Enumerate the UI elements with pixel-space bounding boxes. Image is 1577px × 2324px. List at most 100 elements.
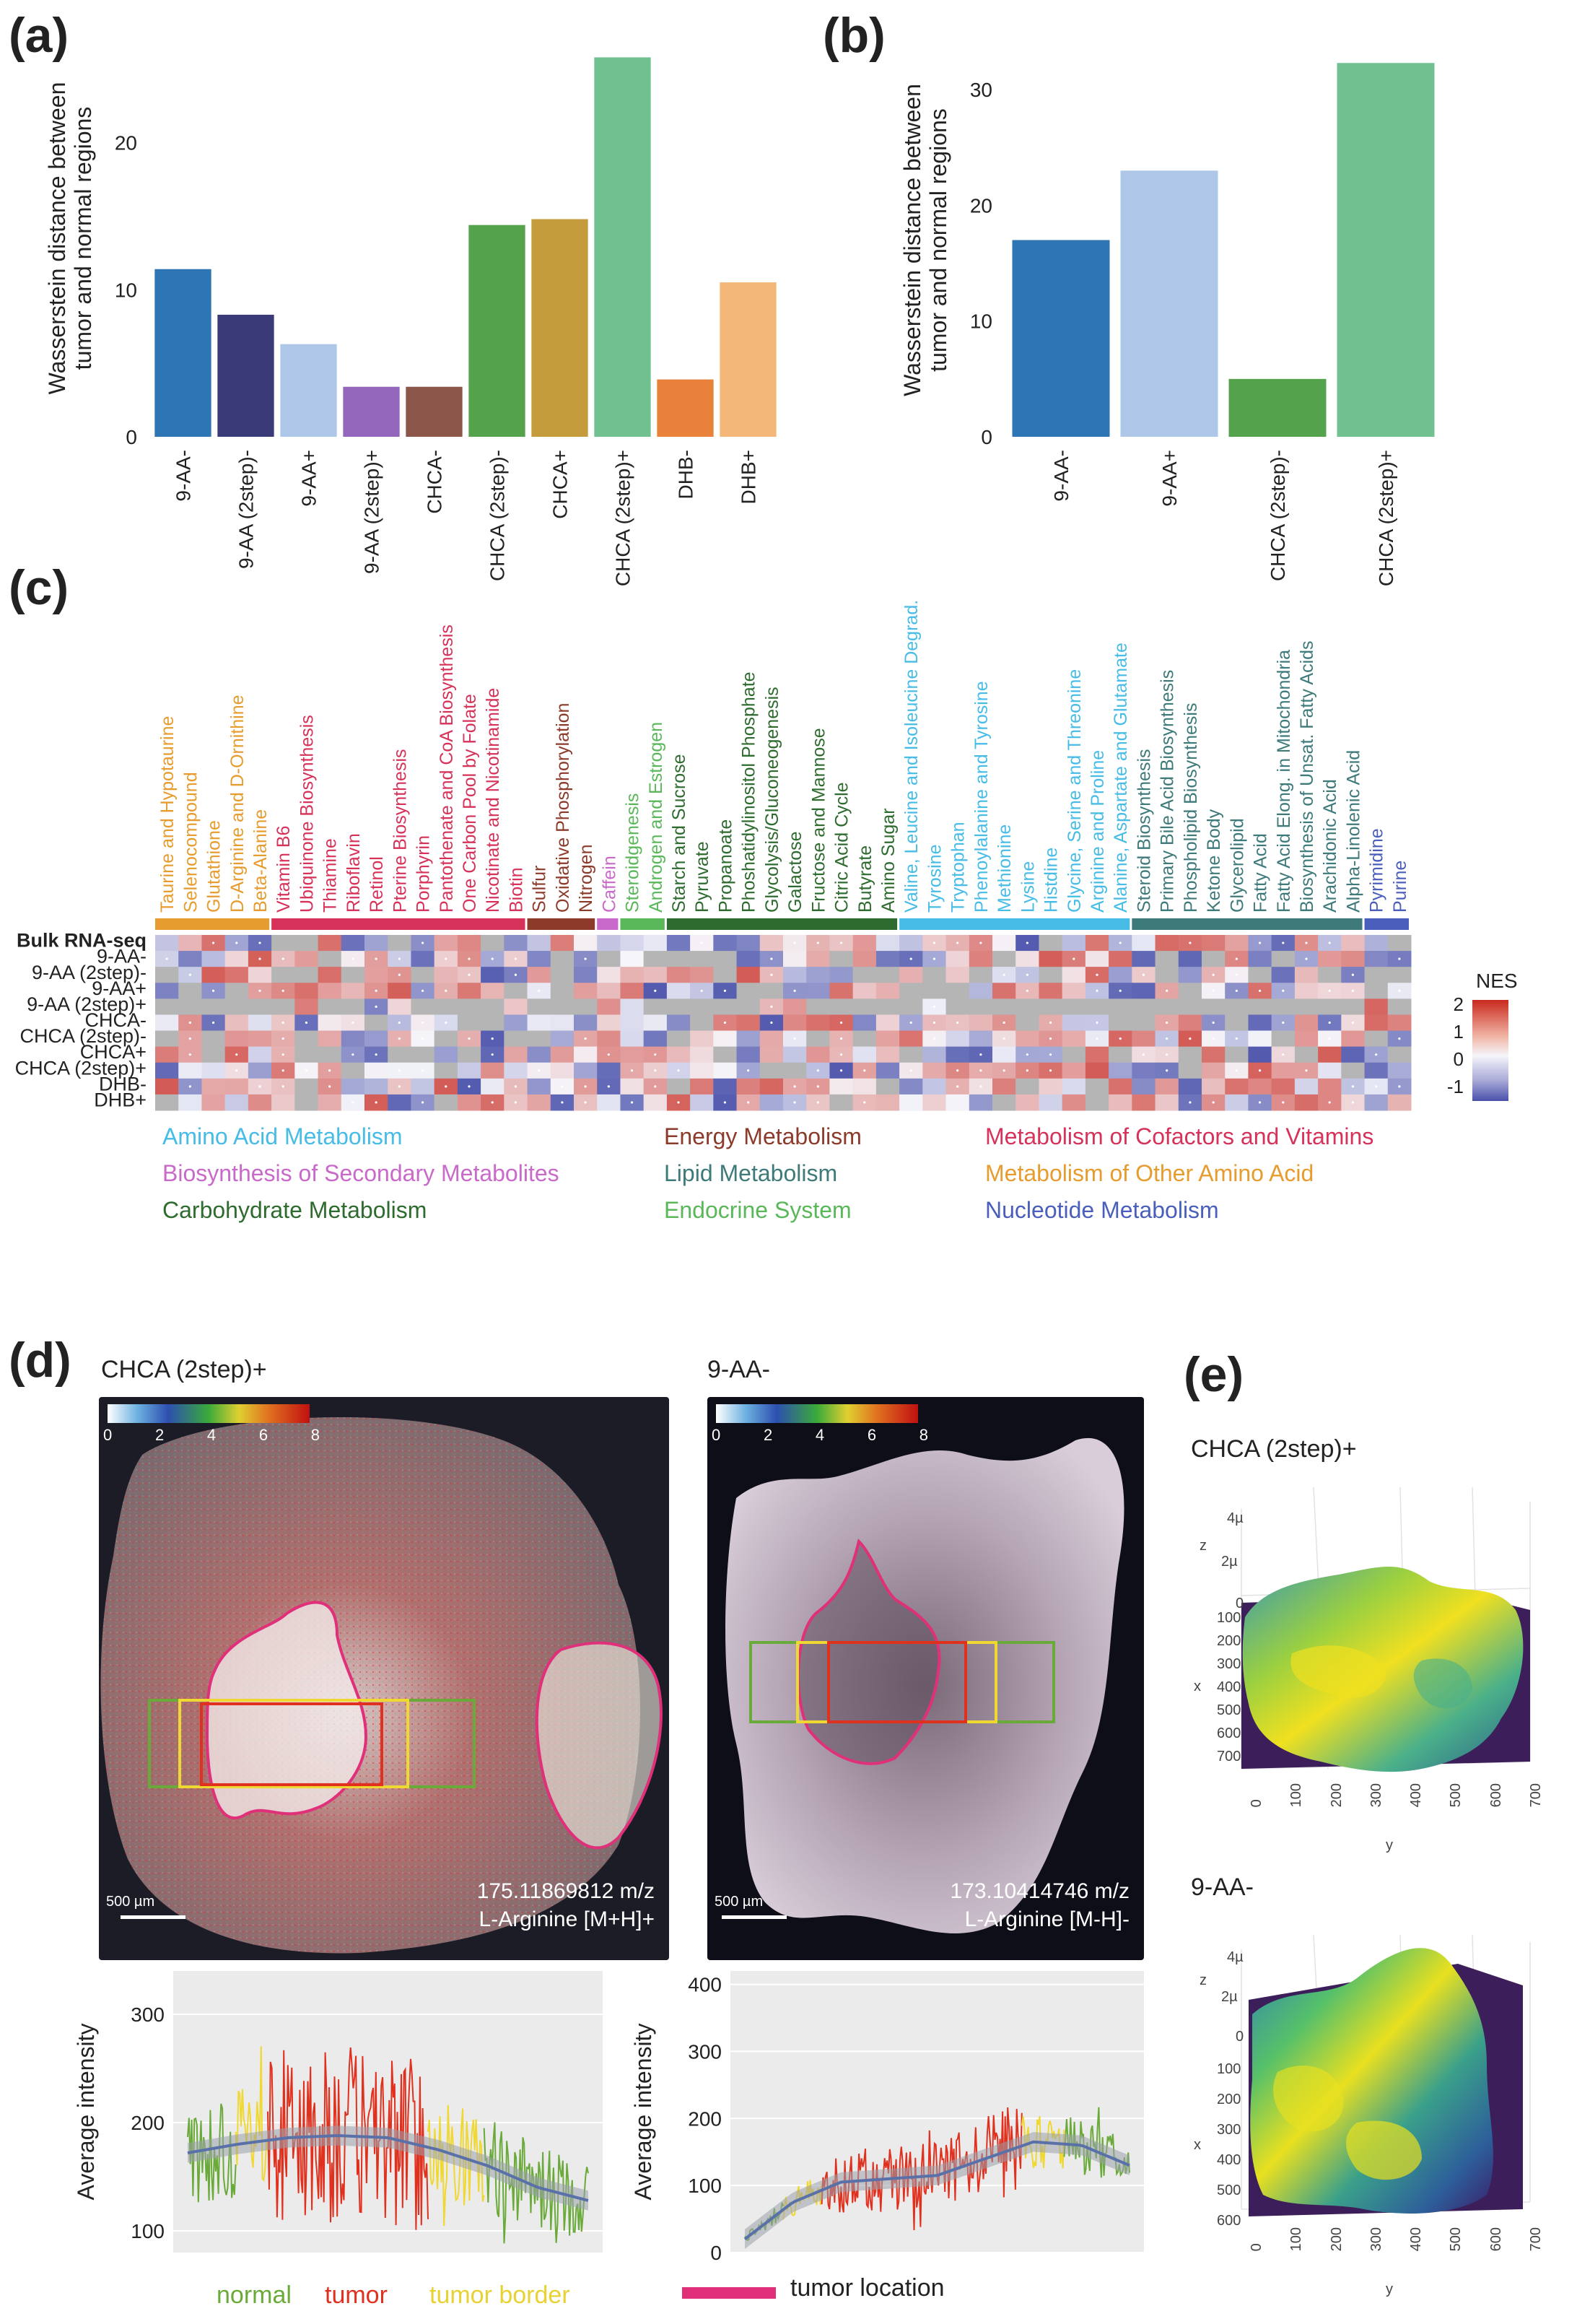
column-label-text: Tryptophan	[948, 822, 969, 913]
x-axis-label: x	[1194, 2137, 1201, 2153]
heatmap-cell	[224, 1030, 249, 1048]
heatmap-cell	[1085, 1062, 1109, 1079]
significance-dot	[445, 989, 447, 992]
heatmap-cell	[550, 983, 575, 999]
column-label-text: Nicotinate and Nicotinamide	[483, 688, 503, 913]
heatmap-cell	[201, 951, 226, 967]
heatmap-cell	[713, 998, 738, 1015]
heatmap-cell	[922, 1078, 947, 1095]
nes-tick: -1	[1447, 1076, 1464, 1097]
heatmap-cell	[1109, 1094, 1132, 1111]
significance-dot	[1002, 1069, 1005, 1072]
column-label-text: Caffein	[599, 856, 619, 913]
category-strip	[666, 918, 898, 930]
significance-dot	[1282, 1053, 1285, 1056]
x-tick-label: 9-AA (2step)-	[235, 450, 258, 569]
column-label: Fatty Acid	[1251, 833, 1271, 913]
heatmap-cell	[1318, 1062, 1342, 1079]
row-label: Bulk RNA-seq	[17, 930, 147, 952]
significance-dot	[1026, 1069, 1028, 1072]
heatmap-cell	[1248, 998, 1272, 1015]
significance-dot	[305, 1069, 308, 1072]
heatmap-cell	[434, 1030, 458, 1048]
heatmap-cell	[1015, 1030, 1039, 1048]
significance-dot	[839, 941, 843, 944]
heatmap-cell	[1155, 967, 1179, 983]
msi-image-9aa: 0 2 4 6 8 500 µm 173.10414746 m/z L-Argi…	[707, 1397, 1144, 1960]
legend-normal: normal	[217, 2281, 292, 2309]
bar	[280, 344, 337, 437]
intensity-series	[427, 2105, 485, 2227]
surface-plot-chca: 4µ 2µ 0 z 100 200 300 400 500 600 700 x …	[1184, 1473, 1573, 1863]
panel-label-e: (e)	[1184, 1347, 1244, 1402]
scale-bar-label: 500 µm	[715, 1894, 764, 1910]
heatmap-cell	[1015, 1078, 1039, 1095]
heatmap-cell	[969, 967, 993, 983]
heatmap-cell	[527, 1094, 551, 1111]
heatmap-cell	[364, 1030, 388, 1048]
heatmap-cell	[550, 1046, 575, 1063]
column-label: D-Arginine and D-Ornithine	[227, 695, 248, 913]
significance-dot	[351, 1101, 354, 1104]
heatmap-cell	[318, 1030, 342, 1048]
significance-dot	[1119, 989, 1122, 992]
x-tick-text: CHCA+	[549, 450, 572, 519]
heatmap-cell	[713, 951, 738, 967]
y-tick-label: 0	[126, 426, 137, 448]
heatmap-cell	[597, 1094, 621, 1111]
significance-dot	[979, 1069, 982, 1072]
column-label-text: Phenoylalanine and Tyrosine	[971, 681, 992, 913]
heatmap-cell	[224, 967, 249, 983]
significance-dot	[956, 1021, 959, 1024]
heatmap-cell	[969, 1014, 993, 1032]
y-tick: 200	[1328, 1783, 1345, 1808]
heatmap-cell	[1364, 1062, 1389, 1079]
significance-dot	[491, 957, 494, 960]
significance-dot	[793, 941, 796, 944]
significance-dot	[1258, 989, 1262, 992]
column-label: Methionine	[995, 824, 1015, 913]
heatmap-cell	[1364, 983, 1389, 999]
column-label: Arachidonic Acid	[1320, 779, 1340, 913]
significance-dot	[538, 1069, 541, 1072]
heatmap-cell	[969, 998, 993, 1015]
heatmap-cell	[434, 1094, 458, 1111]
heatmap-cell	[1015, 998, 1039, 1015]
heatmap-cell	[574, 1014, 598, 1032]
y-tick: 300	[1368, 1783, 1384, 1808]
heatmap-cell	[1062, 983, 1086, 999]
heatmap-cell	[690, 1062, 714, 1079]
significance-dot	[328, 1069, 331, 1072]
heatmap-cell	[1294, 967, 1319, 983]
x-tick-text: 9-AA-	[172, 450, 195, 502]
heatmap-cell	[1387, 998, 1412, 1015]
significance-dot	[1351, 973, 1355, 976]
heatmap-cell	[1294, 998, 1319, 1015]
significance-dot	[281, 1021, 284, 1024]
heatmap-cell	[224, 1094, 249, 1111]
column-label-text: Pantothenate and CoA Biosynthesis	[437, 624, 457, 913]
column-label: Oxidative Phosphorylation	[553, 703, 573, 913]
significance-dot	[1398, 1085, 1401, 1088]
y-tick-label: 100	[688, 2175, 722, 2197]
column-label-text: Alanine, Aspartate and Glutamate	[1111, 643, 1131, 913]
heatmap-cell	[666, 951, 691, 967]
colorbar-tick: 2	[154, 1426, 165, 1444]
significance-dot	[909, 1021, 912, 1024]
x-tick: 300	[1217, 1656, 1241, 1672]
significance-dot	[468, 957, 471, 960]
category-strip	[155, 918, 270, 930]
heatmap-cell	[1387, 1014, 1412, 1032]
column-label-text: Vitamin B6	[274, 826, 294, 913]
heatmap-cell	[875, 1046, 900, 1063]
x-tick-label: 9-AA+	[1158, 450, 1181, 507]
x-tick: 300	[1217, 2122, 1241, 2138]
heatmap-cell	[1294, 1046, 1319, 1063]
y-tick-label: 100	[131, 2220, 165, 2242]
significance-dot	[1282, 1021, 1285, 1024]
heatmap-cell	[666, 1030, 691, 1048]
heatmap-cell	[643, 951, 668, 967]
bar	[343, 386, 400, 437]
heatmap-cell	[248, 1046, 272, 1063]
heatmap-cell	[736, 951, 761, 967]
